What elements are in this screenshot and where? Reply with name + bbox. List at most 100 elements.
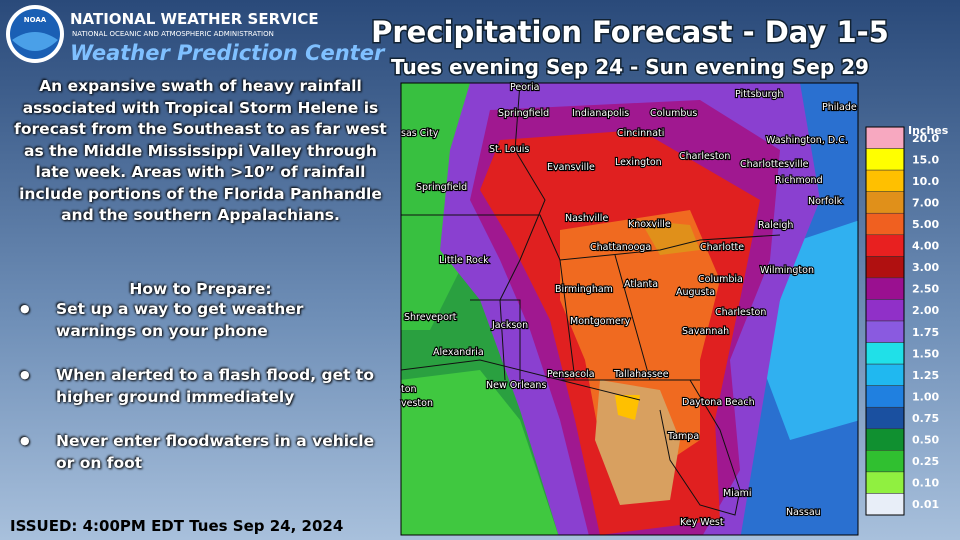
prepare-heading: How to Prepare: (129, 280, 272, 298)
legend-swatch (865, 234, 905, 257)
city-label: Richmond (775, 175, 823, 186)
legend-swatch (865, 450, 905, 473)
logo-wave (12, 32, 58, 51)
city-label: Jackson (491, 320, 528, 331)
city-label: Peoria (510, 82, 539, 93)
state-line (470, 254, 700, 381)
legend-label: 15.0 (912, 153, 939, 166)
prepare-item: Never enter floodwaters in a vehicle or … (18, 430, 388, 474)
city-label: Charlotte (700, 242, 744, 253)
legend-swatch (865, 212, 905, 236)
city-label: Miami (723, 488, 752, 499)
legend-swatch (865, 385, 905, 408)
legend-swatch (865, 256, 905, 279)
city-label: Tallahassee (613, 369, 669, 380)
legend-label: 1.25 (912, 369, 939, 382)
city-label: Knoxville (628, 219, 671, 230)
legend-label: 2.00 (912, 304, 939, 317)
legend-label: 7.00 (912, 196, 939, 209)
legend-label: 20.0 (912, 132, 939, 145)
city-label: Washington, D.C. (766, 135, 848, 146)
legend-swatch (865, 471, 905, 494)
city-label: ton (401, 384, 417, 395)
city-label: Montgomery (570, 316, 631, 327)
ocean-rain (760, 220, 858, 440)
city-label: Nashville (565, 213, 608, 224)
map (401, 83, 858, 535)
center-name: Weather Prediction Center (70, 41, 386, 65)
legend-label: 2.50 (912, 283, 939, 296)
city-label: Columbia (698, 274, 743, 285)
city-label: Charleston (679, 151, 730, 162)
city-label: sas City (401, 128, 439, 139)
legend-label: 0.25 (912, 455, 939, 468)
legend-swatch (865, 299, 905, 322)
rain-area (640, 220, 700, 255)
legend-label: 4.00 (912, 240, 939, 253)
city-label: Norfolk (808, 196, 843, 207)
legend-swatch (865, 126, 905, 149)
city-label: Shreveport (404, 312, 457, 323)
city-label: Chattanooga (590, 242, 651, 253)
city-label: Key West (680, 517, 724, 528)
city-label: Springfield (416, 182, 467, 193)
agency: NATIONAL WEATHER SERVICE (70, 10, 319, 28)
legend-label: 1.75 (912, 326, 939, 339)
title: Precipitation Forecast - Day 1-5 (371, 15, 889, 49)
legend-label: 0.50 (912, 434, 939, 447)
legend-label: 10.0 (912, 175, 939, 188)
city-label: Nassau (786, 507, 821, 518)
legend-swatch (865, 493, 905, 516)
prepare-item: Set up a way to get weather warnings on … (18, 298, 388, 342)
legend-swatch (865, 148, 905, 171)
parent-agency: NATIONAL OCEANIC AND ATMOSPHERIC ADMINIS… (72, 30, 274, 38)
city-label: St. Louis (489, 144, 529, 155)
city-label: Charlottesville (740, 159, 809, 170)
city-label: Lexington (615, 157, 662, 168)
city-label: Indianapolis (572, 108, 629, 119)
legend-swatch (865, 342, 905, 365)
legend-title: Inches (908, 124, 949, 137)
legend-label: 1.50 (912, 347, 939, 360)
city-label: Wilmington (760, 265, 814, 276)
city-label: Atlanta (624, 279, 658, 290)
legend-swatch (865, 363, 905, 386)
city-label: Philade (822, 102, 857, 113)
city-label: Pittsburgh (735, 89, 783, 100)
legend-swatch (865, 320, 905, 343)
city-label: New Orleans (486, 380, 546, 391)
city-label: Springfield (498, 108, 549, 119)
map-frame (400, 82, 859, 536)
legend-label: 0.01 (912, 498, 939, 511)
rain-area (401, 370, 559, 535)
city-label: Daytona Beach (682, 397, 755, 408)
city-label: Tampa (667, 431, 699, 442)
legend-label: 3.00 (912, 261, 939, 274)
state-line (499, 83, 546, 381)
legend-swatch (865, 277, 905, 300)
issued: ISSUED: 4:00PM EDT Tues Sep 24, 2024 (10, 517, 344, 535)
city-label: Alexandria (433, 347, 484, 358)
coast (401, 359, 641, 401)
rain-area (615, 395, 640, 420)
city-label: Birmingham (555, 284, 613, 295)
city-label: Augusta (676, 287, 715, 298)
city-label: Savannah (682, 326, 729, 337)
legend-swatch (865, 428, 905, 451)
city-label: Columbus (650, 108, 697, 119)
prepare-item: When alerted to a flash flood, get to hi… (18, 364, 388, 408)
legend-swatch (865, 191, 905, 214)
city-label: Raleigh (758, 220, 793, 231)
legend-label: 0.10 (912, 477, 939, 490)
city-label: Pensacola (547, 369, 595, 380)
subtitle: Tues evening Sep 24 - Sun evening Sep 29 (391, 55, 869, 79)
city-label: Cincinnati (617, 128, 664, 139)
boundaries (401, 83, 781, 516)
city-label: Evansville (547, 162, 595, 173)
state-line (401, 214, 781, 261)
legend-frame (865, 126, 905, 516)
city-label: Charleston (715, 307, 766, 318)
legend-label: 1.00 (912, 390, 939, 403)
